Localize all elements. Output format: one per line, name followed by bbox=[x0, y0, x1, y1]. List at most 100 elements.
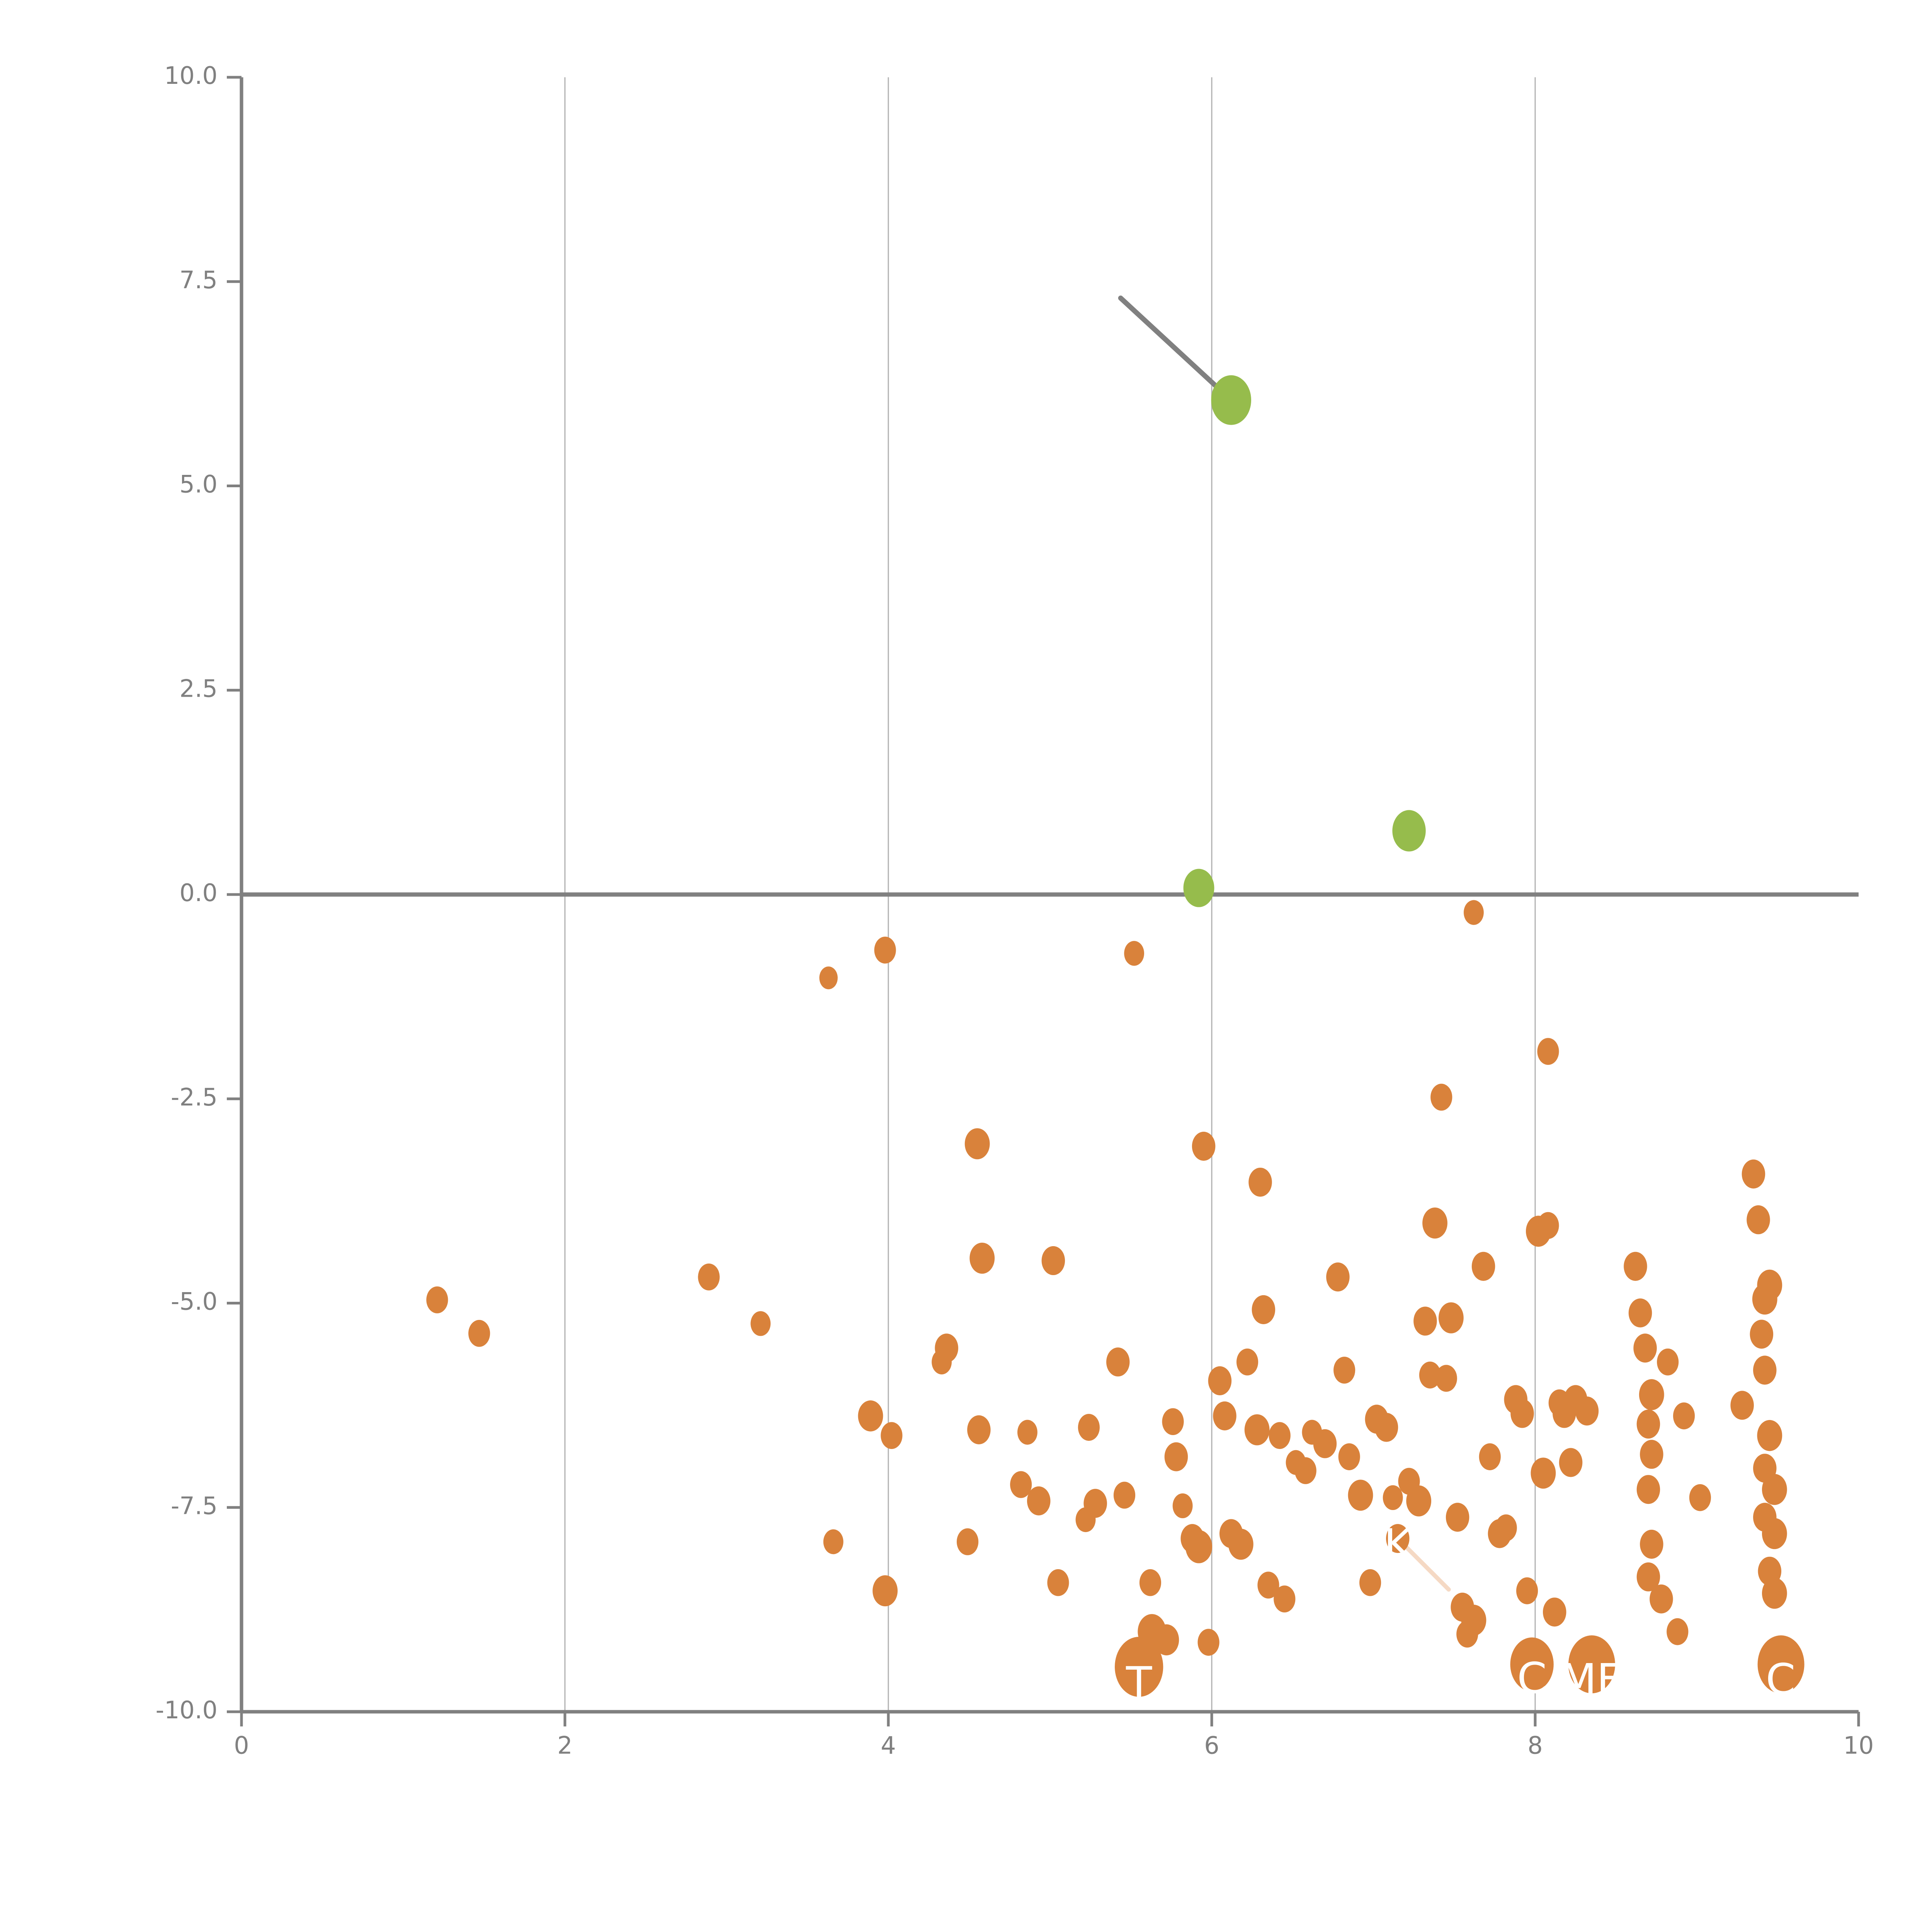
bubble-marker[interactable] bbox=[1667, 1618, 1689, 1645]
bubble-marker[interactable] bbox=[969, 1242, 995, 1274]
bubble-marker[interactable] bbox=[1422, 1208, 1447, 1239]
bubble-marker[interactable] bbox=[1183, 869, 1214, 907]
bubble-marker[interactable] bbox=[1559, 1448, 1583, 1477]
bubble-marker[interactable] bbox=[1338, 1443, 1360, 1470]
bubble-marker[interactable] bbox=[1750, 1320, 1774, 1349]
bubble-marker[interactable] bbox=[1359, 1569, 1381, 1596]
bubble-marker[interactable] bbox=[1537, 1038, 1559, 1065]
bubble-marker[interactable] bbox=[1747, 1205, 1770, 1235]
bubble-marker[interactable] bbox=[932, 1349, 952, 1374]
bubble-marker[interactable] bbox=[1274, 1585, 1296, 1612]
bubble-marker[interactable] bbox=[468, 1320, 490, 1347]
bubble-marker[interactable] bbox=[1633, 1333, 1657, 1363]
bubble-marker[interactable] bbox=[1757, 1635, 1804, 1694]
bubble-marker[interactable] bbox=[1326, 1262, 1350, 1292]
bubble-marker[interactable] bbox=[1248, 1167, 1272, 1197]
bubble-marker[interactable] bbox=[1516, 1577, 1538, 1604]
bubble-marker[interactable] bbox=[1154, 1624, 1179, 1656]
bubble-marker[interactable] bbox=[1543, 1597, 1566, 1627]
bubble-marker[interactable] bbox=[1348, 1480, 1373, 1511]
bubble-marker[interactable] bbox=[1106, 1347, 1130, 1377]
bubble-marker[interactable] bbox=[1461, 1604, 1486, 1636]
bubble-marker[interactable] bbox=[1172, 1493, 1193, 1519]
bubble-marker[interactable] bbox=[1208, 1366, 1232, 1395]
bubble-marker[interactable] bbox=[1640, 1440, 1663, 1469]
bubble-marker[interactable] bbox=[1624, 1252, 1647, 1281]
bubble-marker[interactable] bbox=[1228, 1529, 1253, 1560]
bubble-marker[interactable] bbox=[1435, 1365, 1457, 1392]
bubble-marker[interactable] bbox=[1636, 1410, 1660, 1439]
bubble-marker[interactable] bbox=[1495, 1514, 1517, 1541]
bubble-marker[interactable] bbox=[1757, 1420, 1782, 1451]
bubble-marker[interactable] bbox=[1236, 1348, 1259, 1376]
bubble-marker[interactable] bbox=[1139, 1569, 1162, 1596]
bubble-marker[interactable] bbox=[1531, 1458, 1556, 1489]
bubble-marker[interactable] bbox=[1762, 1578, 1787, 1609]
bubble-marker[interactable] bbox=[1673, 1402, 1695, 1430]
bubble-marker[interactable] bbox=[1010, 1471, 1032, 1498]
bubble-marker[interactable] bbox=[1269, 1422, 1291, 1449]
bubble-marker[interactable] bbox=[426, 1286, 448, 1313]
bubble-marker[interactable] bbox=[1244, 1414, 1270, 1446]
bubble-marker[interactable] bbox=[823, 1529, 844, 1554]
bubble-marker[interactable] bbox=[1294, 1457, 1316, 1484]
bubble-marker[interactable] bbox=[1017, 1420, 1037, 1445]
bubble-marker[interactable] bbox=[1041, 1246, 1065, 1276]
bubble-marker[interactable] bbox=[1471, 1252, 1495, 1281]
bubble-marker[interactable] bbox=[1192, 1131, 1216, 1161]
bubble-marker[interactable] bbox=[1639, 1379, 1664, 1410]
bubble-marker[interactable] bbox=[1628, 1298, 1652, 1328]
bubble-marker[interactable] bbox=[1446, 1503, 1469, 1532]
bubble-marker[interactable] bbox=[1113, 1481, 1136, 1509]
bubble-marker[interactable] bbox=[1640, 1529, 1663, 1559]
bubble-marker[interactable] bbox=[1753, 1355, 1777, 1385]
bubble-marker[interactable] bbox=[1510, 1637, 1554, 1692]
bubble-marker[interactable] bbox=[698, 1263, 720, 1291]
bubble-marker[interactable] bbox=[874, 936, 896, 964]
bubble-marker[interactable] bbox=[1438, 1302, 1464, 1333]
bubble-marker[interactable] bbox=[1124, 941, 1145, 966]
bubble-marker[interactable] bbox=[1762, 1518, 1787, 1549]
bubble-marker[interactable] bbox=[1333, 1357, 1355, 1384]
bubble-marker[interactable] bbox=[1419, 1361, 1441, 1389]
bubble-marker[interactable] bbox=[1413, 1306, 1437, 1336]
bubble-marker[interactable] bbox=[1479, 1443, 1501, 1470]
bubble-marker[interactable] bbox=[1464, 900, 1484, 925]
bubble-marker[interactable] bbox=[1757, 1269, 1782, 1301]
data-points[interactable] bbox=[426, 295, 1804, 1697]
bubble-marker[interactable] bbox=[1115, 1636, 1163, 1697]
bubble-marker[interactable] bbox=[1430, 1083, 1452, 1111]
bubble-marker[interactable] bbox=[881, 1422, 903, 1449]
bubble-marker[interactable] bbox=[1392, 810, 1426, 852]
bubble-marker[interactable] bbox=[1162, 1408, 1184, 1435]
bubble-marker[interactable] bbox=[1537, 1212, 1559, 1239]
bubble-marker[interactable] bbox=[956, 1528, 979, 1555]
bubble-marker[interactable] bbox=[967, 1415, 991, 1444]
bubble-marker[interactable] bbox=[1197, 1629, 1219, 1656]
bubble-marker[interactable] bbox=[872, 1575, 898, 1607]
bubble-marker[interactable] bbox=[819, 966, 838, 990]
bubble-marker[interactable] bbox=[1636, 1475, 1660, 1504]
bubble-marker[interactable] bbox=[1406, 1485, 1432, 1517]
bubble-marker[interactable] bbox=[1083, 1489, 1107, 1518]
bubble-marker[interactable] bbox=[1383, 1485, 1403, 1510]
bubble-marker[interactable] bbox=[1257, 1571, 1279, 1599]
bubble-marker[interactable] bbox=[1510, 1399, 1534, 1428]
bubble-marker[interactable] bbox=[1568, 1635, 1615, 1694]
bubble-marker[interactable] bbox=[1386, 1524, 1410, 1553]
bubble-marker[interactable] bbox=[1313, 1429, 1337, 1458]
bubble-marker[interactable] bbox=[1636, 1562, 1660, 1592]
bubble-marker[interactable] bbox=[1657, 1348, 1679, 1376]
bubble-marker[interactable] bbox=[1211, 375, 1252, 425]
bubble-marker[interactable] bbox=[1213, 1401, 1236, 1430]
bubble-marker[interactable] bbox=[964, 1128, 990, 1160]
bubble-marker[interactable] bbox=[1374, 1413, 1398, 1442]
bubble-marker[interactable] bbox=[1575, 1396, 1599, 1426]
bubble-marker[interactable] bbox=[1027, 1486, 1051, 1515]
bubble-marker[interactable] bbox=[1689, 1484, 1711, 1511]
bubble-marker[interactable] bbox=[858, 1400, 883, 1432]
bubble-marker[interactable] bbox=[1730, 1391, 1754, 1420]
bubble-marker[interactable] bbox=[1650, 1584, 1673, 1614]
bubble-marker[interactable] bbox=[1762, 1474, 1787, 1505]
bubble-marker[interactable] bbox=[1078, 1414, 1100, 1441]
